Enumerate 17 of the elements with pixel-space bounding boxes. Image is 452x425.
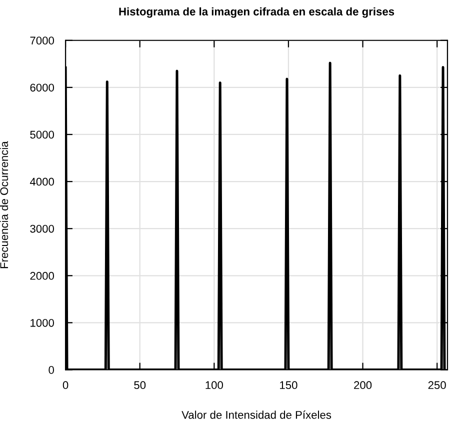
chart-title: Histograma de la imagen cifrada en escala de grises: [119, 7, 394, 18]
x-tick-label: 100: [206, 381, 223, 390]
x-tick-label: 0: [62, 381, 68, 390]
y-tick-label: 4000: [30, 178, 54, 186]
x-tick-label: 200: [354, 381, 372, 390]
y-tick-label: 6000: [30, 84, 54, 92]
x-tick-label: 50: [134, 381, 146, 390]
x-tick-label: 150: [280, 381, 298, 390]
y-tick-label: 1000: [30, 318, 54, 327]
y-tick-label: 3000: [30, 224, 54, 233]
y-tick-label: 5000: [30, 130, 54, 139]
x-tick-label: 250: [428, 381, 446, 390]
x-axis-title: Valor de Intensidad de Píxeles: [182, 410, 332, 419]
y-tick-label: 0: [48, 366, 54, 374]
y-axis-title: Frecuencia de Ocurrencia: [0, 141, 8, 268]
y-tick-label: 2000: [30, 272, 54, 280]
y-tick-label: 7000: [30, 36, 54, 45]
